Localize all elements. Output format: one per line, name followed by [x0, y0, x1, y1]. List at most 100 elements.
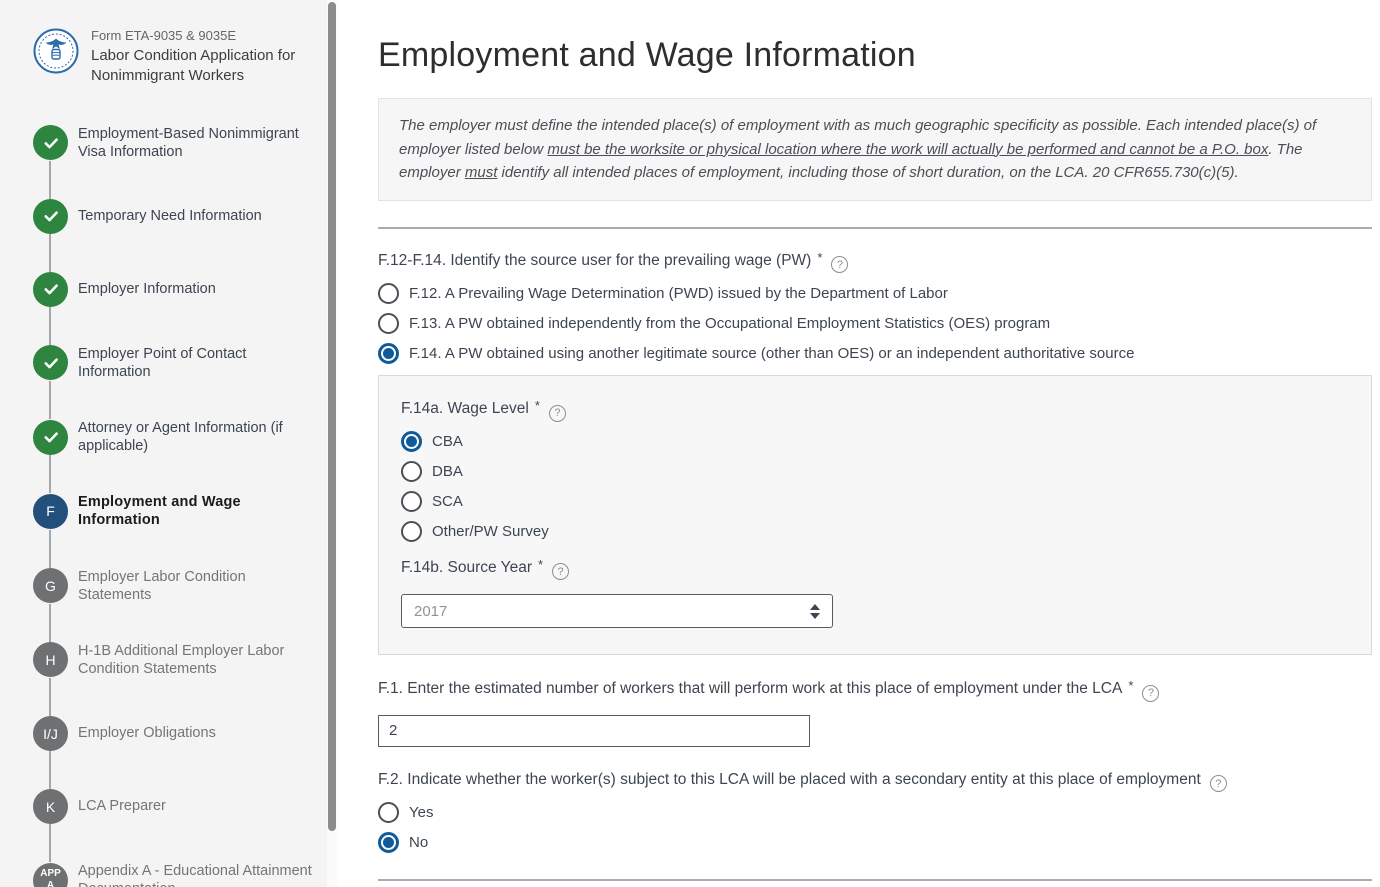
radio-option-label: F.14. A PW obtained using another legiti… [409, 344, 1135, 362]
step-connector-line [49, 233, 51, 272]
radio-unselected-icon[interactable] [401, 491, 422, 512]
brand-header: Form ETA-9035 & 9035E Labor Condition Ap… [33, 28, 327, 87]
radio-selected-icon[interactable] [401, 431, 422, 452]
sidebar-step-9[interactable]: I/J Employer Obligations [33, 716, 327, 751]
radio-option-label: SCA [432, 493, 463, 510]
radio-option[interactable]: F.12. A Prevailing Wage Determination (P… [378, 282, 1372, 304]
radio-option[interactable]: Yes [378, 801, 1372, 823]
required-asterisk: * [538, 556, 544, 572]
f2-label-text: F.2. Indicate whether the worker(s) subj… [378, 770, 1201, 788]
f1-label-text: F.1. Enter the estimated number of worke… [378, 680, 1123, 697]
required-asterisk: * [534, 398, 540, 413]
step-badge-text: F [46, 503, 55, 520]
step-check-icon [33, 419, 68, 455]
sidebar-scrollbar[interactable] [327, 0, 337, 887]
notice-text-segment: must be the worksite or physical locatio… [547, 140, 1269, 158]
radio-option[interactable]: F.13. A PW obtained independently from t… [378, 312, 1372, 334]
dol-seal-icon [33, 28, 79, 74]
sidebar-step-8[interactable]: H H-1B Additional Employer Labor Conditio… [33, 642, 327, 678]
f14a-wage-level-radio-group: CBA DBA SCA Other/PW Survey [401, 431, 1349, 543]
sidebar-step-10[interactable]: K LCA Preparer [33, 789, 327, 824]
radio-option-label: No [409, 833, 429, 851]
step-label: LCA Preparer [78, 798, 166, 815]
sidebar-step-3[interactable]: Employer Information [33, 271, 327, 307]
main-content: Employment and Wage Information The empl… [337, 0, 1380, 887]
radio-option[interactable]: Other/PW Survey [401, 521, 1349, 543]
radio-unselected-icon[interactable] [378, 801, 399, 823]
notice-box: The employer must define the intended pl… [378, 98, 1372, 201]
step-connector-line [49, 751, 51, 789]
step-label: Employment and Wage Information [78, 494, 241, 529]
step-badge: K [33, 789, 68, 824]
radio-unselected-icon[interactable] [401, 461, 422, 482]
step-badge-text: G [45, 577, 56, 594]
radio-unselected-icon[interactable] [378, 282, 399, 304]
radio-selected-icon[interactable] [378, 342, 399, 364]
radio-option[interactable]: SCA [401, 491, 1349, 513]
f14b-label-text: F.14b. Source Year [401, 558, 532, 576]
radio-option-label: CBA [432, 433, 463, 450]
f14a-question-label: F.14a. Wage Level *? [401, 398, 1349, 422]
help-icon[interactable]: ? [548, 404, 566, 422]
f2-question-label: F.2. Indicate whether the worker(s) subj… [378, 770, 1372, 792]
required-asterisk: * [1128, 678, 1134, 693]
step-badge: APP A [33, 862, 68, 887]
f1-workers-input[interactable] [378, 714, 810, 747]
radio-unselected-icon[interactable] [401, 521, 422, 542]
help-icon[interactable]: ? [831, 256, 849, 273]
radio-unselected-icon[interactable] [378, 312, 399, 334]
select-value: 2017 [414, 602, 448, 620]
step-badge: G [33, 568, 68, 604]
sidebar-step-5[interactable]: Attorney or Agent Information (if applic… [33, 419, 327, 455]
step-label: Employer Labor Condition Statements [78, 568, 246, 603]
step-badge-text: K [45, 798, 56, 815]
sidebar-step-7[interactable]: G Employer Labor Condition Statements [33, 568, 327, 604]
step-label: Employer Information [78, 281, 216, 298]
sidebar-step-6[interactable]: F Employment and Wage Information [33, 493, 327, 529]
step-connector-line [49, 824, 51, 862]
sidebar-step-1[interactable]: Employment-Based Nonimmigrant Visa Infor… [33, 125, 327, 161]
notice-text-segment: The employer must define the intended pl… [399, 117, 1317, 158]
notice-text-segment: . The employer [399, 140, 1303, 182]
step-badge-text: I/J [43, 725, 58, 742]
step-connector-line [49, 160, 51, 199]
step-badge: I/J [33, 716, 68, 751]
step-connector-line [49, 603, 51, 642]
sidebar: Form ETA-9035 & 9035E Labor Condition Ap… [0, 0, 327, 887]
radio-option[interactable]: No [378, 831, 1372, 853]
help-icon[interactable]: ? [552, 563, 570, 580]
step-label: Attorney or Agent Information (if applic… [78, 420, 283, 455]
scrollbar-thumb[interactable] [328, 2, 336, 831]
sidebar-step-2[interactable]: Temporary Need Information [33, 198, 327, 234]
sidebar-step-11[interactable]: APP A Appendix A - Educational Attainment… [33, 862, 327, 887]
sidebar-steps: Employment-Based Nonimmigrant Visa Infor… [33, 125, 327, 887]
help-icon[interactable]: ? [1209, 775, 1227, 792]
step-check-icon [33, 345, 68, 381]
step-label: Employer Obligations [78, 725, 216, 742]
section-divider-top [378, 226, 1372, 229]
section-divider-bottom [378, 879, 1372, 881]
f1-question-label: F.1. Enter the estimated number of worke… [378, 678, 1372, 702]
radio-selected-icon[interactable] [378, 831, 399, 853]
step-connector-line [49, 306, 51, 345]
sidebar-step-4[interactable]: Employer Point of Contact Information [33, 345, 327, 381]
f2-secondary-entity-radio-group: Yes No [378, 801, 1372, 853]
notice-text-segment: identify all intended places of employme… [497, 164, 1239, 181]
step-check-icon [33, 198, 68, 234]
radio-option[interactable]: DBA [401, 461, 1349, 483]
page-title: Employment and Wage Information [378, 36, 916, 74]
f12-f14-question-label: F.12-F.14. Identify the source user for … [378, 249, 1372, 273]
step-label: H-1B Additional Employer Labor Condition… [78, 642, 285, 677]
radio-option-label: DBA [432, 463, 463, 480]
required-asterisk: * [817, 249, 823, 265]
f14b-source-year-select[interactable]: 2017 [401, 594, 833, 628]
radio-option-label: F.12. A Prevailing Wage Determination (P… [409, 284, 948, 302]
help-icon[interactable]: ? [1142, 684, 1160, 702]
step-connector-line [49, 455, 51, 494]
step-badge: F [33, 493, 68, 529]
radio-option[interactable]: F.14. A PW obtained using another legiti… [378, 342, 1372, 364]
step-check-icon [33, 125, 68, 161]
step-label: Appendix A - Educational Attainment Docu… [78, 863, 312, 887]
radio-option[interactable]: CBA [401, 431, 1349, 453]
